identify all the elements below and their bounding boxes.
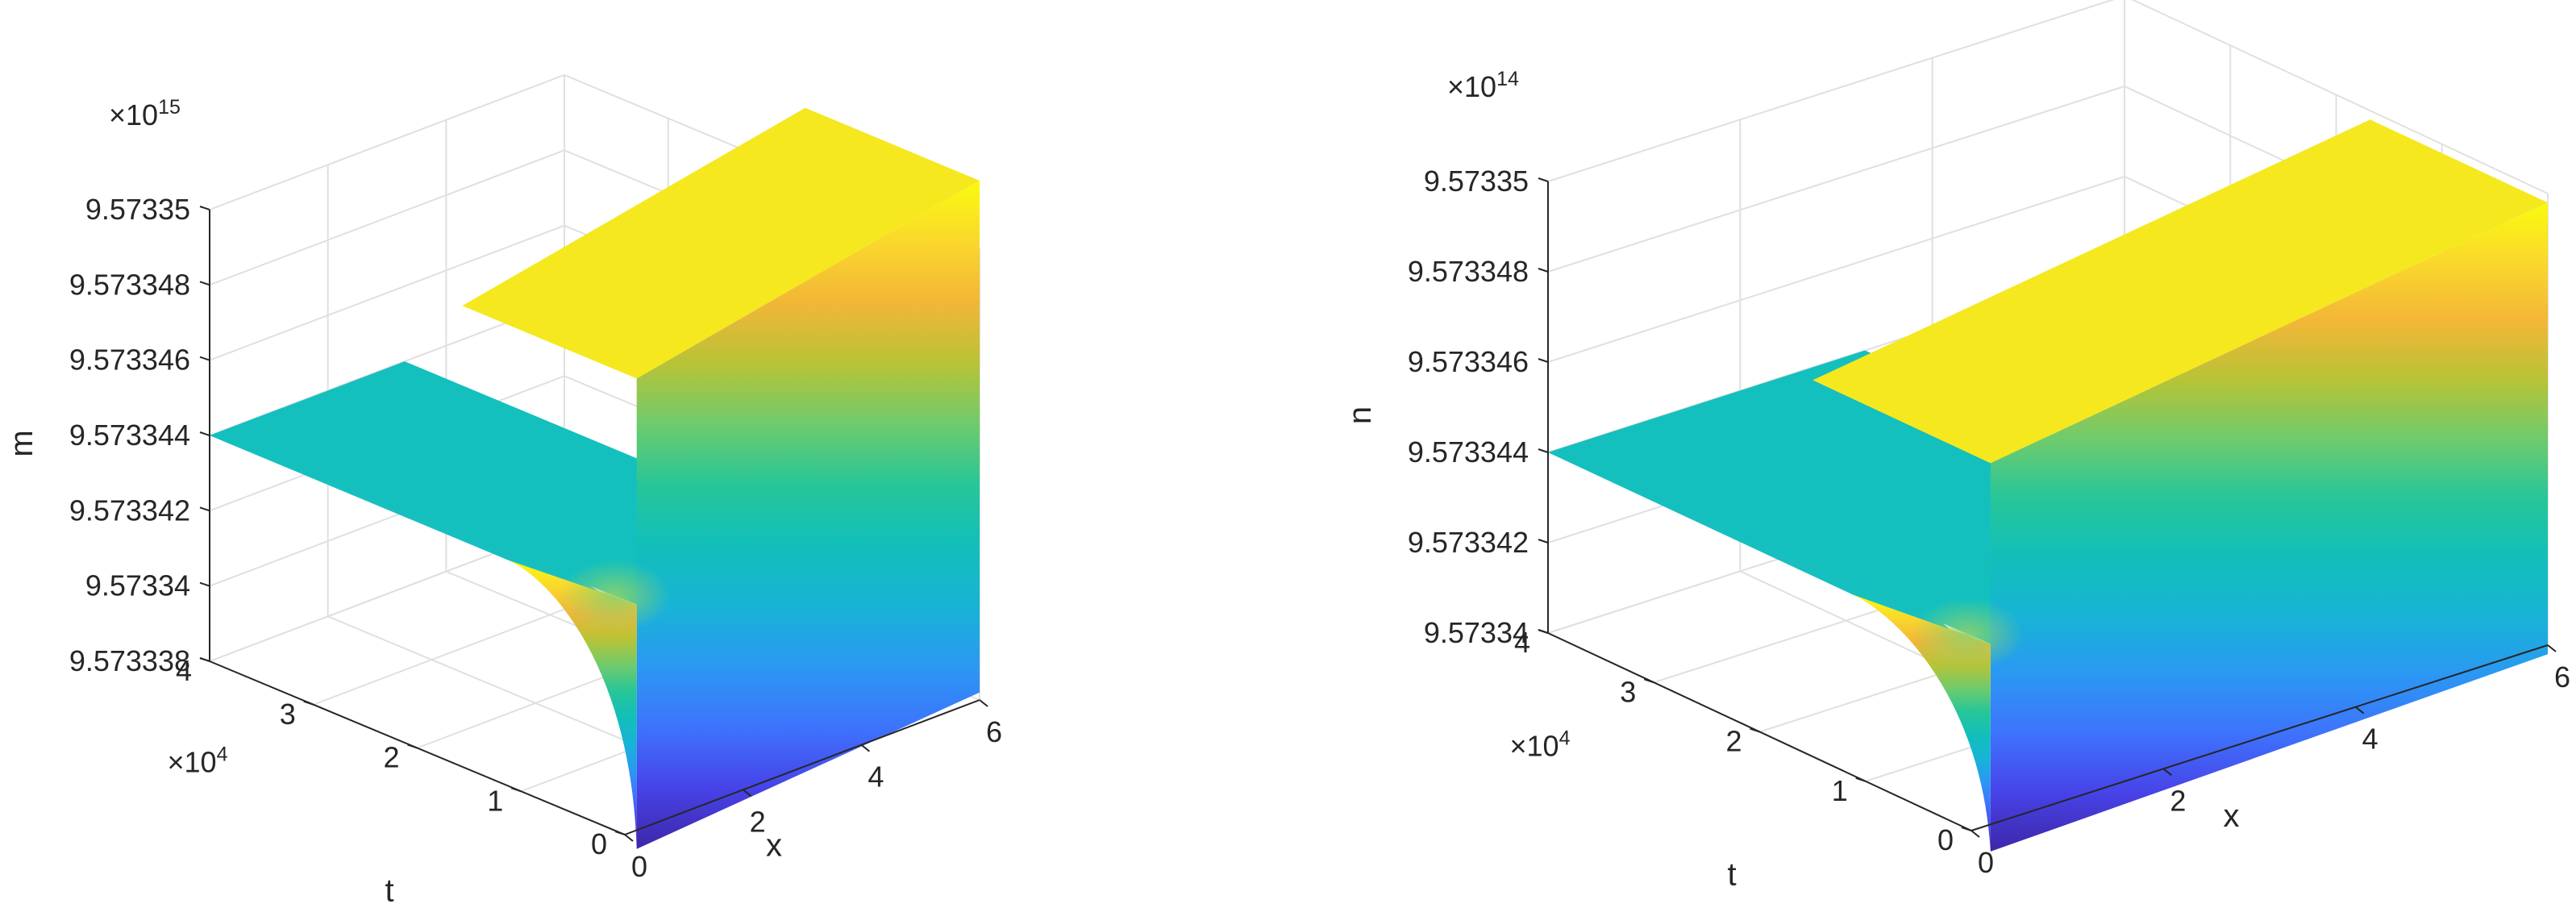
y-tick-label: 2 [1725,725,1742,758]
curved-drop-face [508,560,637,849]
z-tick-label: 9.57334 [1424,616,1529,649]
z-axis-label: m [4,430,40,456]
y-tick-label: 0 [591,827,607,860]
y-tick-label: 2 [383,741,399,774]
z-multiplier-base: ×10 [1447,70,1496,103]
z-tick-mark [199,431,210,436]
z-tick-label: 9.57335 [85,193,190,226]
y-tick-mark [510,787,522,793]
z-tick-mark [199,657,210,662]
x-axis-line [1970,644,2549,831]
x-tick-mark [2355,706,2365,714]
y-tick-mark [303,700,314,706]
z-tick-label: 9.57335 [1424,165,1529,198]
x-tick-mark [743,789,752,798]
x-tick-mark [860,744,870,752]
z-multiplier: ×1014 [1447,68,1519,103]
z-tick-label: 9.573344 [69,419,190,452]
z-tick-mark [199,281,210,286]
y-multiplier: ×104 [1510,727,1571,763]
z-tick-mark [1538,539,1549,544]
y-axis-label: t [385,873,394,904]
x-tick-mark [2162,768,2172,777]
z-axis-label: n [1342,406,1378,424]
y-tick-mark [1750,727,1760,733]
z-multiplier: ×1015 [109,96,181,131]
y-tick-mark [1855,777,1866,782]
y-tick-mark [614,831,626,835]
y-multiplier-exponent: 4 [217,744,228,766]
z-tick-label: 9.573342 [69,494,190,527]
plot-n: 0246012349.573349.5733429.5733449.573346… [1342,0,2570,893]
y-multiplier-exponent: 4 [1559,727,1571,750]
wall-top-face [462,107,980,379]
z-tick-label: 9.573344 [1408,435,1529,469]
surface-n [1548,119,2548,852]
y-tick-label: 4 [1514,626,1530,659]
z-tick-mark [1538,629,1549,634]
y-axis-label: t [1728,857,1737,893]
wall-front-face [636,181,980,849]
x-tick-label: 0 [631,850,647,883]
x-tick-label: 0 [1978,846,1994,879]
z-multiplier-exponent: 15 [158,96,181,119]
z-tick-mark [1538,358,1549,363]
x-tick-mark [979,699,988,707]
z-tick-label: 9.57334 [85,569,190,602]
x-tick-label: 2 [750,805,766,838]
transition-glow [558,560,672,633]
z-tick-mark [1538,177,1549,182]
plot-m: 0246012349.5733389.573349.5733429.573344… [4,73,1002,904]
z-tick-label: 9.573346 [69,344,190,377]
x-axis-label: x [2224,798,2240,834]
x-tick-label: 6 [986,715,1002,748]
z-tick-label: 9.573342 [1408,526,1529,559]
tick-labels: 0246012349.573349.5733429.5733449.573346… [1408,165,2570,879]
z-tick-label: 9.573348 [69,268,190,301]
y-tick-mark [407,744,418,749]
x-axis-line [624,699,980,835]
y-tick-label: 3 [1620,675,1636,708]
y-tick-label: 1 [1832,774,1848,807]
x-tick-mark [624,834,634,842]
x-axis-label: x [766,828,782,864]
transition-glow [1911,598,2025,671]
x-tick-mark [2547,644,2557,652]
z-tick-mark [199,506,210,512]
z-tick-label: 9.573348 [1408,255,1529,288]
x-tick-label: 4 [2362,723,2378,756]
z-multiplier-base: ×10 [109,98,158,131]
y-tick-mark [1961,827,1972,831]
x-tick-mark [1970,830,1980,838]
x-tick-label: 6 [2554,660,2570,694]
y-tick-mark [1643,678,1654,684]
z-tick-label: 9.573346 [1408,345,1529,378]
y-tick-label: 3 [280,698,296,731]
surface-m [210,107,980,849]
z-tick-mark [199,356,210,361]
z-tick-mark [1538,448,1549,453]
z-tick-label: 9.573338 [69,644,190,677]
y-multiplier-base: ×10 [168,746,217,779]
tick-labels: 0246012349.5733389.573349.5733429.573344… [69,193,1002,883]
wall-top-face [1812,119,2548,464]
y-multiplier: ×104 [168,744,228,779]
z-tick-mark [199,206,210,210]
x-tick-label: 4 [868,760,884,794]
y-tick-label: 1 [487,784,503,817]
z-tick-mark [199,581,210,587]
y-tick-label: 4 [176,654,192,687]
y-multiplier-base: ×10 [1510,730,1559,763]
y-tick-label: 0 [1937,823,1954,856]
z-tick-mark [1538,268,1549,273]
x-tick-label: 2 [2170,784,2186,817]
z-multiplier-exponent: 14 [1496,68,1519,90]
